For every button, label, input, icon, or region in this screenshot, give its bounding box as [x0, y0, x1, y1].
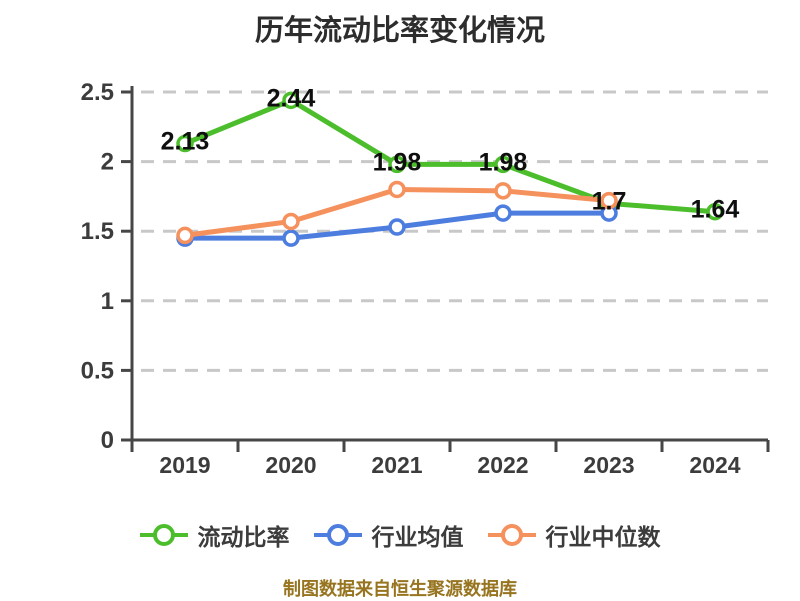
data-point-0 — [176, 134, 194, 153]
x-tick-label: 2022 — [477, 452, 528, 478]
legend-marker-icon — [313, 524, 362, 546]
legend-label: 流动比率 — [197, 524, 290, 550]
data-point-2 — [600, 191, 618, 210]
x-tick-label: 2020 — [265, 452, 316, 478]
y-tick-label: 0.5 — [81, 357, 114, 384]
y-tick-label: 0 — [101, 427, 114, 454]
data-label: 1.98 — [373, 148, 422, 176]
x-tick-label: 2021 — [371, 452, 422, 478]
data-point-0 — [388, 155, 406, 174]
data-label: 1.7 — [592, 187, 627, 215]
data-label: 1.64 — [691, 196, 740, 224]
data-label: 2.44 — [267, 84, 316, 112]
chart-title: 历年流动比率变化情况 — [254, 15, 545, 47]
data-point-0 — [706, 202, 724, 221]
data-point-2 — [176, 226, 194, 245]
y-tick-label: 2.5 — [81, 79, 114, 106]
data-point-0 — [282, 91, 300, 110]
data-point-2 — [388, 180, 406, 199]
data-label: 1.98 — [479, 148, 528, 176]
legend-label: 行业中位数 — [545, 524, 661, 550]
legend-item-2: 行业中位数 — [487, 518, 661, 552]
data-point-0 — [494, 155, 512, 174]
data-point-2 — [282, 212, 300, 231]
data-label: 2.13 — [161, 128, 210, 156]
legend-item-1: 行业均值 — [313, 518, 464, 552]
y-tick-label: 1 — [101, 288, 114, 315]
data-point-2 — [494, 182, 512, 200]
y-tick-label: 2 — [101, 149, 114, 176]
x-tick-label: 2024 — [689, 452, 740, 478]
chart-legend: 流动比率 行业均值 行业中位数 — [0, 518, 800, 552]
y-tick-label: 1.5 — [81, 218, 114, 245]
legend-label: 行业均值 — [371, 524, 464, 550]
data-source-note: 制图数据来自恒生聚源数据库 — [283, 579, 517, 599]
data-point-1 — [494, 204, 512, 222]
x-tick-label: 2019 — [159, 452, 210, 478]
x-tick-label: 2023 — [583, 452, 634, 478]
legend-marker-icon — [139, 524, 188, 546]
series-line-0 — [182, 97, 718, 215]
data-point-1 — [282, 229, 300, 247]
legend-item-0: 流动比率 — [139, 518, 290, 552]
data-point-1 — [388, 218, 406, 236]
legend-marker-icon — [487, 524, 536, 546]
